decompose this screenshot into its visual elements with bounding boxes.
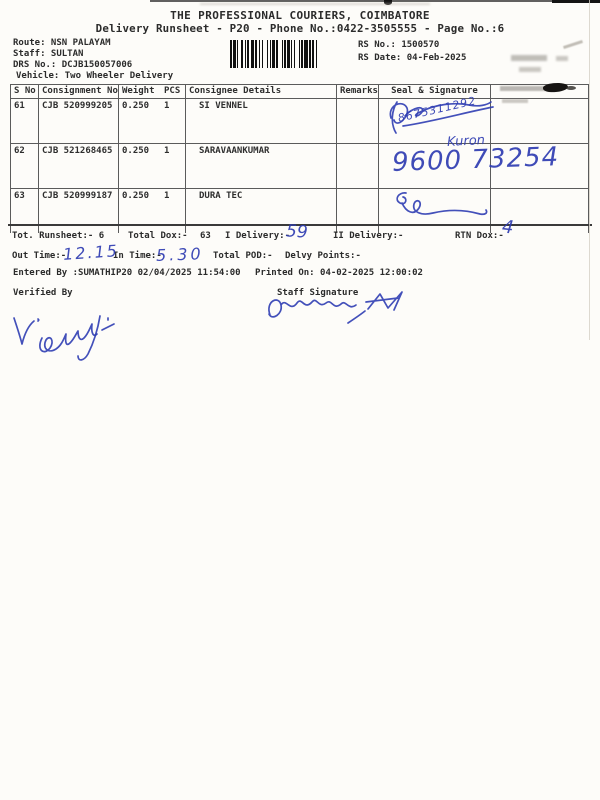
col-s-no: S No (10, 84, 39, 99)
scan-right-edge (589, 0, 590, 340)
handwritten-i-delivery: 59 (285, 221, 309, 243)
i-delivery-label: I Delivery:- (225, 231, 291, 241)
row61-signature-scribble (389, 101, 494, 134)
route-field: Route: NSN PALAYAM (13, 38, 111, 48)
table-row: 62 CJB 521268465 0.250 1 SARAVAANKUMAR (10, 143, 589, 189)
runsheet-barcode (230, 40, 319, 68)
handwritten-out-time: 12.15 (62, 241, 120, 264)
col-seal-signature: Seal & Signature (378, 84, 491, 99)
total-runsheet: Tot. Runsheet:- 6 (12, 231, 105, 241)
cell-remarks (336, 188, 379, 233)
cell-s-no: 62 (10, 143, 39, 189)
rtn-dox-label: RTN Dox:- (455, 231, 504, 241)
cell-s-no: 63 (10, 188, 39, 233)
row63-signature-scribble (396, 192, 488, 216)
cell-pcs: 1 (164, 101, 170, 111)
cell-pcs: 1 (164, 146, 170, 156)
table-header-row: S No Consignment No Weight PCS Consignee … (10, 84, 589, 99)
scan-edge-mark (552, 0, 600, 3)
cell-stamp-area (490, 98, 589, 144)
page-title: THE PROFESSIONAL COURIERS, COIMBATORE (170, 9, 430, 22)
col-remarks: Remarks (336, 84, 379, 99)
delvy-points-label: Delvy Points:- (285, 251, 361, 261)
entered-by: Entered By :SUMATHIP20 02/04/2025 11:54:… (13, 268, 241, 278)
cell-pcs: 1 (164, 191, 170, 201)
cell-s-no: 61 (10, 98, 39, 144)
stamp-fragment (563, 39, 583, 50)
cell-consignment-no: CJB 520999187 (38, 188, 119, 233)
cell-stamp-area (490, 143, 589, 189)
printed-on: Printed On: 04-02-2025 12:00:02 (255, 268, 423, 278)
vehicle-field: Vehicle: Two Wheeler Delivery (16, 71, 174, 81)
cell-consignment-no: CJB 520999205 (38, 98, 119, 144)
scan-edge-line (150, 0, 600, 2)
handwritten-in-time: 5.30 (155, 244, 204, 265)
col-consignee-details: Consignee Details (185, 84, 337, 99)
verified-by-label: Verified By (13, 288, 73, 298)
cell-remarks (336, 143, 379, 189)
total-pod-label: Total POD:- (213, 251, 273, 261)
out-time-label: Out Time:- (12, 251, 67, 261)
col-consignment-no: Consignment No (38, 84, 119, 99)
staff-field: Staff: SULTAN (13, 49, 84, 59)
in-time-label: In Time:- (113, 251, 162, 261)
scan-dot-artifact (384, 0, 392, 5)
cell-consignee: SI VENNEL (185, 98, 337, 144)
col-pcs: PCS (164, 86, 181, 96)
cell-seal-signature (378, 143, 491, 189)
scan-smear (200, 3, 430, 5)
col-stamp-area (490, 84, 589, 99)
stamp-fragment (519, 67, 541, 72)
staff-signature-scribble (268, 291, 403, 324)
cell-weight: 0.250 (122, 191, 150, 201)
cell-weight: 0.250 (122, 101, 150, 111)
total-dox-value: 63 (200, 231, 211, 241)
table-bottom-rule (8, 224, 592, 226)
handwritten-rtn-dox: 4 (500, 216, 515, 239)
page-subtitle: Delivery Runsheet - P20 - Phone No.:0422… (95, 22, 505, 35)
total-dox-label: Total Dox:- (128, 231, 188, 241)
cell-consignment-no: CJB 521268465 (38, 143, 119, 189)
cell-consignee: SARAVAANKUMAR (185, 143, 337, 189)
cell-weight-pcs: 0.250 1 (118, 188, 186, 233)
stamp-fragment (556, 56, 568, 61)
drs-no-field: DRS No.: DCJB150057006 (13, 60, 133, 70)
cell-weight-pcs: 0.250 1 (118, 98, 186, 144)
stamp-fragment (511, 55, 547, 61)
ii-delivery-label: II Delivery:- (333, 231, 404, 241)
cell-consignee: DURA TEC (185, 188, 337, 233)
handwritten-row62-phone: 9600 73254 (391, 142, 560, 178)
cell-weight-pcs: 0.250 1 (118, 143, 186, 189)
cell-weight: 0.250 (122, 146, 150, 156)
cell-remarks (336, 98, 379, 144)
rs-no-field: RS No.: 1500570 (358, 40, 440, 50)
col-weight-pcs: Weight PCS (118, 84, 186, 99)
col-weight: Weight (122, 86, 155, 96)
verified-signature-scribble (13, 315, 115, 361)
rs-date-field: RS Date: 04-Feb-2025 (358, 53, 467, 63)
staff-signature-label: Staff Signature (277, 288, 359, 298)
table-row: 61 CJB 520999205 0.250 1 SI VENNEL (10, 98, 589, 144)
